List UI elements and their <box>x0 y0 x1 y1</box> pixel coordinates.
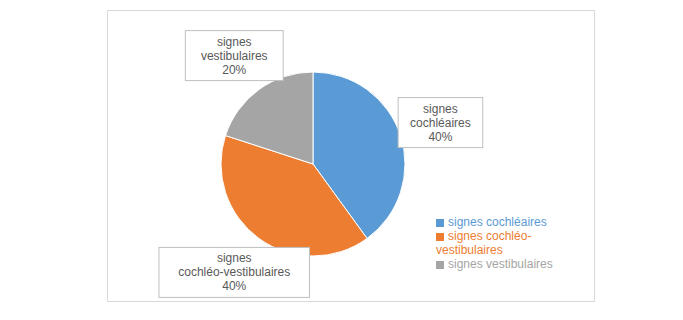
svg-text:signescochléo-vestibulaires40%: signescochléo-vestibulaires40% <box>178 251 290 293</box>
svg-text:signescochléaires40%: signescochléaires40% <box>410 102 471 144</box>
svg-text:signesvestibulaires20%: signesvestibulaires20% <box>201 35 268 77</box>
html-text:signes cochléo-vestibulaires: signes cochléo-vestibulaires <box>436 229 532 257</box>
html-text:signes cochléaires: signes cochléaires <box>448 215 547 229</box>
html-text:signes vestibulaires: signes vestibulaires <box>448 257 553 271</box>
